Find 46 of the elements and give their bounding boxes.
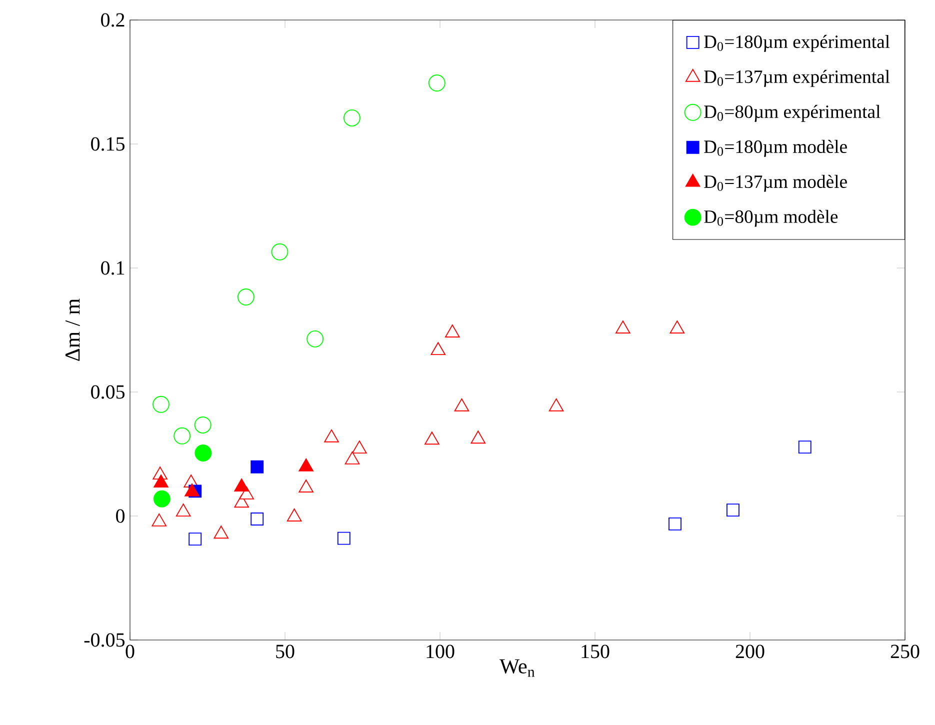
point (548, 398, 564, 412)
point (234, 478, 250, 492)
legend-label: D$_{0}$=137µm expérimental (704, 70, 890, 87)
legend-label: D$_{0}$=80µm modèle (704, 210, 838, 227)
point (176, 504, 191, 516)
point (445, 324, 460, 338)
point (428, 74, 446, 92)
point (670, 320, 685, 334)
point (152, 396, 170, 413)
x-axis-title: We$_{n}$ (500, 659, 535, 677)
x-tick-label: 100 (426, 644, 454, 658)
point (424, 432, 440, 445)
y-tick-label: 0.15 (91, 137, 125, 151)
y-tick-label: 0.2 (101, 13, 124, 27)
point (306, 330, 324, 348)
legend-label: D$_{0}$=137µm modèle (704, 174, 847, 192)
point (214, 526, 229, 539)
point (343, 109, 360, 126)
x-tick-label: 0 (126, 644, 134, 658)
y-tick-label: 0.1 (101, 261, 124, 275)
point (237, 288, 254, 306)
point (154, 474, 168, 488)
point (616, 320, 630, 334)
point (152, 513, 167, 526)
x-tick-label: 200 (736, 644, 764, 658)
legend-label: D$_{0}$=180µm expérimental (704, 34, 890, 52)
point (470, 430, 486, 444)
legend-label: D$_{0}$=180µm modèle (704, 140, 847, 157)
point (298, 480, 314, 492)
y-tick-label: -0.05 (84, 633, 125, 647)
point (352, 440, 367, 454)
point (286, 508, 302, 522)
point (271, 243, 288, 260)
point (298, 458, 314, 472)
y-tick-label: 0 (116, 509, 125, 523)
x-tick-label: 250 (890, 644, 920, 658)
point (430, 342, 446, 356)
point (454, 398, 470, 412)
x-tick-label: 50 (276, 644, 294, 658)
point (344, 451, 360, 464)
point (324, 429, 339, 442)
y-axis-title: Δm / m (66, 298, 80, 361)
x-tick-label: 150 (582, 644, 610, 658)
point (184, 483, 200, 496)
y-tick-label: 0.05 (91, 385, 125, 399)
legend-label: D$_{0}$=80µm expérimental (704, 104, 880, 122)
